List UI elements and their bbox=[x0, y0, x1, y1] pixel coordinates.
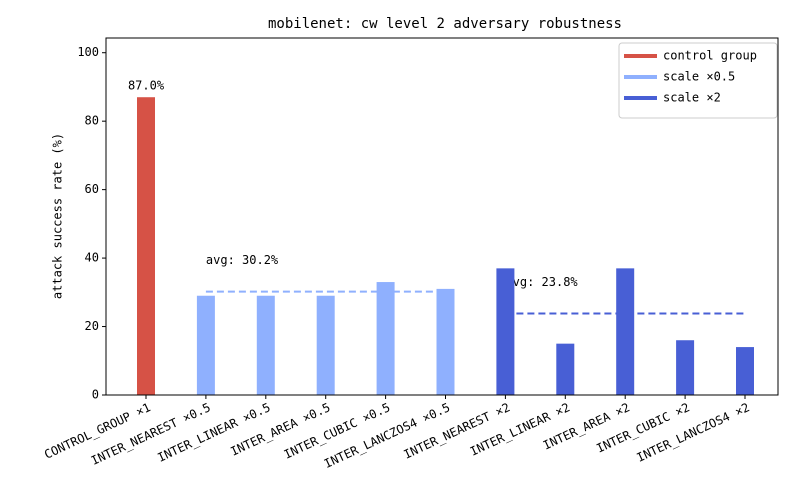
y-tick-label: 40 bbox=[85, 251, 99, 265]
legend: control group scale ×0.5 scale ×2 bbox=[618, 42, 778, 119]
legend-label: scale ×2 bbox=[663, 91, 721, 105]
bar bbox=[196, 295, 215, 395]
y-tick-label: 100 bbox=[77, 45, 99, 59]
value-label: 87.0% bbox=[128, 79, 165, 93]
bar bbox=[436, 288, 455, 395]
plot-frame bbox=[105, 37, 779, 396]
y-tick-label: 80 bbox=[85, 114, 99, 128]
y-tick-label: 20 bbox=[85, 319, 99, 333]
bar bbox=[676, 340, 695, 395]
legend-box bbox=[618, 42, 778, 119]
bar bbox=[496, 268, 515, 395]
bar bbox=[556, 343, 575, 395]
bar bbox=[616, 268, 635, 395]
bar bbox=[137, 97, 155, 395]
y-axis-label: attack success rate (%) bbox=[51, 133, 65, 299]
y-tick-label: 0 bbox=[92, 388, 99, 402]
bar bbox=[736, 347, 754, 395]
bar bbox=[376, 282, 395, 395]
chart-title: mobilenet: cw level 2 adversary robustne… bbox=[268, 16, 622, 32]
legend-label: control group bbox=[663, 49, 757, 63]
y-tick-label: 60 bbox=[85, 182, 99, 196]
average-label: avg: 23.8% bbox=[505, 275, 578, 289]
average-label: avg: 30.2% bbox=[206, 253, 279, 267]
bar bbox=[316, 295, 335, 395]
legend-label: scale ×0.5 bbox=[663, 70, 735, 84]
bar bbox=[256, 295, 275, 395]
